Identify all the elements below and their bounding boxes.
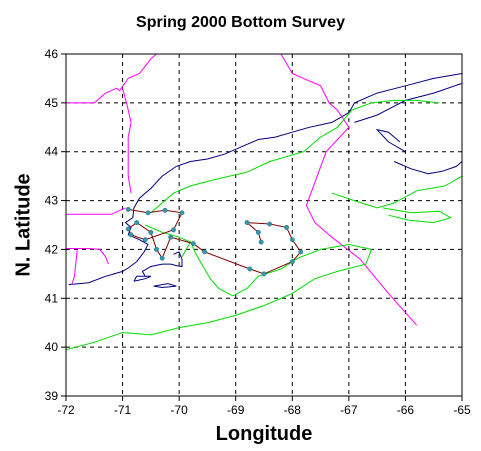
station-point [190, 241, 196, 247]
station-point [145, 210, 151, 216]
isobath-line [66, 241, 373, 351]
isobath-line [150, 99, 440, 214]
station-point [247, 266, 253, 272]
isobath-line [145, 224, 192, 258]
coastline-line [133, 275, 152, 282]
station-point [244, 220, 250, 226]
chart-title: Spring 2000 Bottom Survey [136, 14, 345, 31]
x-tick-label: -67 [340, 403, 358, 417]
station-point [125, 206, 131, 212]
survey-stations [125, 206, 304, 277]
station-point [159, 255, 165, 261]
station-point [261, 271, 267, 277]
boundary-line [66, 207, 126, 215]
coastline-line [68, 73, 462, 286]
station-point [162, 207, 168, 213]
station-point [255, 229, 261, 235]
x-tick-label: -69 [227, 403, 245, 417]
plot-frame [65, 53, 463, 397]
y-tick-label: 45 [45, 96, 59, 110]
x-tick-label: -68 [284, 403, 302, 417]
x-tick-label: -65 [453, 403, 471, 417]
station-point [154, 246, 159, 252]
station-point [258, 239, 264, 245]
survey-track-line [127, 208, 302, 275]
y-tick-label: 41 [45, 291, 59, 305]
coastline-line [393, 161, 462, 175]
station-point [171, 227, 176, 233]
x-tick-label: -71 [114, 403, 132, 417]
station-point [298, 249, 304, 255]
y-tick-label: 42 [45, 242, 59, 256]
y-tick-label: 40 [45, 340, 59, 354]
station-point [148, 229, 154, 235]
y-tick-label: 43 [45, 194, 59, 208]
station-point [267, 221, 273, 227]
station-point [128, 232, 134, 238]
station-point [125, 226, 131, 232]
x-tick-label: -72 [57, 403, 75, 417]
boundary-line [280, 54, 418, 326]
coastline-line [153, 283, 177, 289]
station-point [289, 259, 295, 265]
x-tick-label: -70 [170, 403, 188, 417]
grid [66, 54, 462, 396]
station-point [202, 249, 208, 255]
boundary-line [66, 248, 109, 265]
boundary-line [66, 54, 157, 104]
boundary-line [122, 88, 132, 194]
station-point [134, 220, 140, 226]
y-tick-label: 46 [45, 47, 59, 61]
station-point [289, 237, 295, 243]
axis-ticks: -72 -71 -70 -69 -68 -67 -66 -65 39 40 41 42 43 44 45 46 [45, 47, 471, 417]
station-point [168, 234, 174, 240]
isobath-line [331, 175, 462, 209]
station-point [179, 210, 185, 216]
isobath-line [382, 207, 452, 224]
boundary-line [71, 248, 78, 285]
coastline-line [141, 251, 183, 277]
x-tick-label: -66 [397, 403, 415, 417]
station-point [284, 224, 290, 230]
coastline-line [375, 128, 406, 153]
map-features [66, 54, 462, 351]
station-point [142, 237, 148, 243]
y-tick-label: 39 [45, 389, 59, 403]
x-axis-label: Longitude [215, 423, 313, 445]
y-tick-label: 44 [45, 145, 59, 159]
